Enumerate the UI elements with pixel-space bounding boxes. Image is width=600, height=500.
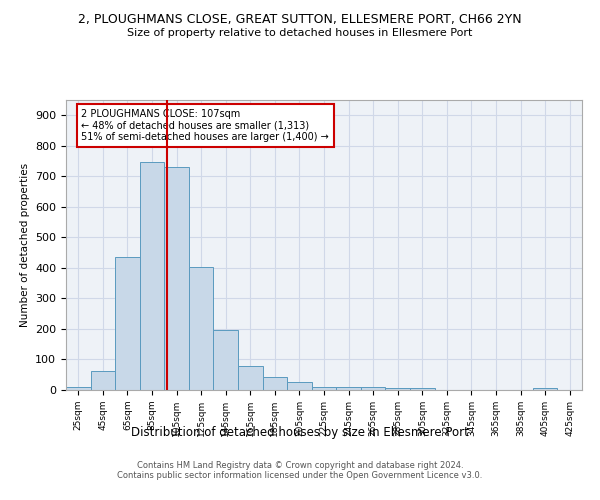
Bar xyxy=(140,162,164,390)
Bar xyxy=(214,330,238,390)
Bar xyxy=(189,267,214,390)
Y-axis label: Number of detached properties: Number of detached properties xyxy=(20,163,29,327)
Bar xyxy=(361,387,385,390)
Bar xyxy=(336,387,361,390)
Text: 2 PLOUGHMANS CLOSE: 107sqm
← 48% of detached houses are smaller (1,313)
51% of s: 2 PLOUGHMANS CLOSE: 107sqm ← 48% of deta… xyxy=(82,108,329,142)
Bar xyxy=(385,388,410,390)
Bar xyxy=(287,382,312,390)
Bar xyxy=(533,388,557,390)
Bar xyxy=(312,387,336,390)
Text: 2, PLOUGHMANS CLOSE, GREAT SUTTON, ELLESMERE PORT, CH66 2YN: 2, PLOUGHMANS CLOSE, GREAT SUTTON, ELLES… xyxy=(78,12,522,26)
Bar xyxy=(66,387,91,390)
Bar xyxy=(410,388,434,390)
Bar xyxy=(238,366,263,390)
Bar xyxy=(91,371,115,390)
Text: Contains HM Land Registry data © Crown copyright and database right 2024.
Contai: Contains HM Land Registry data © Crown c… xyxy=(118,460,482,480)
Text: Size of property relative to detached houses in Ellesmere Port: Size of property relative to detached ho… xyxy=(127,28,473,38)
Bar xyxy=(164,167,189,390)
Bar xyxy=(115,257,140,390)
Text: Distribution of detached houses by size in Ellesmere Port: Distribution of detached houses by size … xyxy=(131,426,469,439)
Bar xyxy=(263,377,287,390)
